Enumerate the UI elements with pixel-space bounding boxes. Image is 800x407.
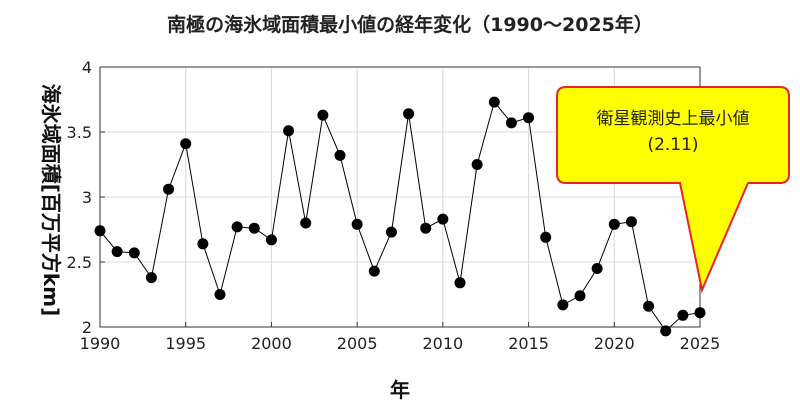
data-point — [454, 277, 466, 289]
data-point — [471, 159, 483, 170]
data-point — [248, 222, 260, 234]
data-point — [643, 300, 655, 312]
data-point — [214, 289, 226, 300]
x-tick-label: 2000 — [251, 334, 292, 353]
data-point — [265, 234, 277, 246]
data-point — [625, 216, 637, 228]
data-point — [420, 222, 432, 234]
data-point — [608, 218, 620, 230]
data-point — [557, 299, 569, 311]
data-point — [317, 109, 329, 121]
x-tick-label: 2005 — [337, 334, 378, 353]
data-point — [351, 218, 363, 230]
data-point — [111, 246, 123, 258]
x-tick-label: 1990 — [80, 334, 121, 353]
data-point — [488, 96, 500, 108]
y-axis-label: 海氷域面積[百万平方km] — [39, 84, 63, 316]
data-point — [368, 265, 380, 277]
data-point — [231, 221, 243, 233]
data-point — [660, 325, 672, 337]
callout-bubble — [556, 86, 790, 294]
x-tick-label: 2015 — [508, 334, 549, 353]
axis-ticks: 1990 1995 2000 2005 2010 2015 2020 2025 2 2.5 3 3.5… — [67, 58, 721, 353]
data-point — [591, 263, 603, 274]
data-point — [94, 225, 106, 237]
data-point — [523, 112, 535, 124]
x-axis-label: 年 — [390, 378, 410, 402]
data-point — [437, 213, 449, 225]
data-point — [403, 108, 415, 120]
data-point — [694, 307, 706, 319]
data-point — [300, 217, 312, 229]
data-point — [505, 117, 517, 129]
data-point — [197, 238, 209, 250]
x-tick-label: 2010 — [422, 334, 463, 353]
data-point — [180, 138, 192, 150]
x-tick-label: 2025 — [680, 334, 721, 353]
data-point — [163, 183, 175, 195]
x-tick-label: 1995 — [165, 334, 206, 353]
data-point — [283, 125, 295, 137]
y-tick-label: 4 — [82, 58, 92, 77]
data-point — [540, 231, 552, 243]
y-tick-label: 2 — [82, 318, 92, 337]
chart-title: 南極の海氷域面積最小値の経年変化（1990～2025年） — [167, 13, 653, 36]
y-tick-label: 2.5 — [67, 253, 92, 272]
y-tick-label: 3.5 — [67, 123, 92, 142]
data-point — [334, 149, 346, 161]
callout-line-1: 衛星観測史上最小値 — [597, 109, 750, 129]
data-point — [128, 247, 140, 259]
callout-line-2: (2.11) — [647, 135, 698, 155]
data-point — [385, 226, 397, 238]
data-point — [574, 290, 586, 302]
data-point — [145, 272, 157, 284]
data-points — [94, 96, 706, 337]
series-line — [99, 101, 701, 332]
record-low-callout: 衛星観測史上最小値 (2.11) — [556, 86, 790, 294]
x-tick-label: 2020 — [594, 334, 635, 353]
data-point — [677, 309, 689, 321]
y-tick-label: 3 — [82, 188, 92, 207]
